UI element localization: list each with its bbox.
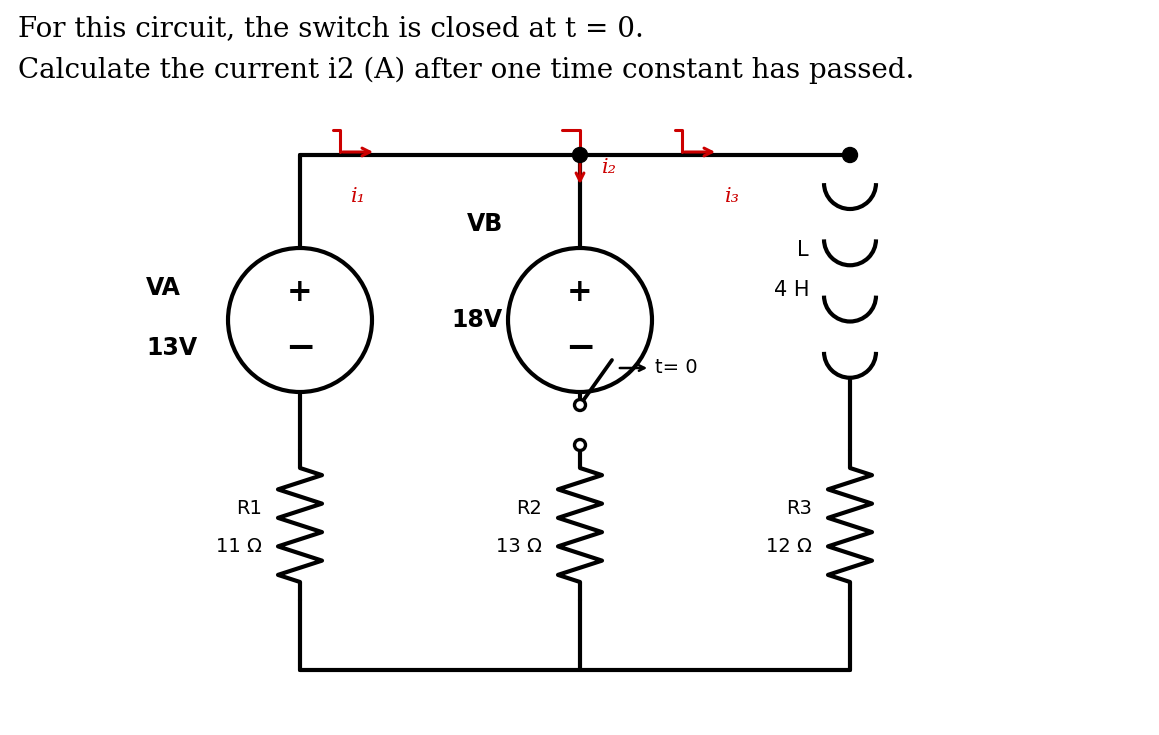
Text: 11 Ω: 11 Ω	[216, 537, 262, 556]
Text: 13V: 13V	[146, 336, 197, 360]
Text: 13 Ω: 13 Ω	[496, 537, 542, 556]
Text: +: +	[567, 278, 592, 309]
Circle shape	[843, 148, 858, 162]
Text: 12 Ω: 12 Ω	[766, 537, 812, 556]
Text: t= 0: t= 0	[655, 359, 698, 378]
Text: −: −	[285, 331, 315, 365]
Text: R3: R3	[786, 498, 812, 517]
Text: i₁: i₁	[350, 187, 365, 206]
Circle shape	[575, 400, 585, 411]
Circle shape	[575, 440, 585, 451]
Text: R1: R1	[236, 498, 262, 517]
Text: i₂: i₂	[602, 159, 617, 177]
Text: Calculate the current i2 (A) after one time constant has passed.: Calculate the current i2 (A) after one t…	[19, 57, 914, 85]
Text: i₃: i₃	[726, 187, 739, 206]
Text: VA: VA	[146, 276, 181, 300]
Text: VB: VB	[467, 212, 503, 236]
Text: R2: R2	[516, 498, 542, 517]
Text: 4 H: 4 H	[773, 281, 809, 301]
Text: 18V: 18V	[452, 308, 503, 332]
Text: −: −	[564, 331, 595, 365]
Text: L: L	[797, 240, 809, 259]
Text: For this circuit, the switch is closed at t = 0.: For this circuit, the switch is closed a…	[19, 15, 644, 42]
Text: +: +	[287, 278, 313, 309]
Circle shape	[573, 148, 588, 162]
